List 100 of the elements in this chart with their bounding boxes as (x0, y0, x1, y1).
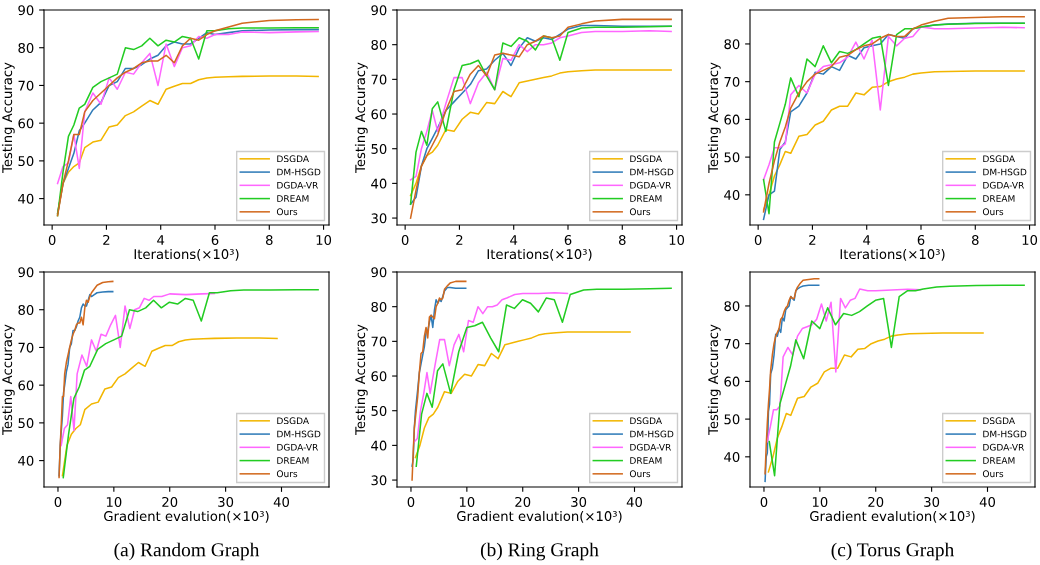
legend-label: DM-HSGD (630, 168, 674, 176)
y-tick-label: 40 (724, 452, 740, 463)
x-tick-label: 0 (48, 234, 56, 245)
line-series (62, 288, 319, 479)
legend-label: DSGDA (983, 155, 1015, 163)
x-axis-title: Iterations(×10³) (134, 248, 239, 261)
y-tick-label: 40 (18, 193, 34, 204)
line-series (767, 332, 984, 473)
x-tick-label: 10 (316, 234, 332, 245)
legend-label: Ours (276, 208, 298, 216)
x-axis-title: Iterations(×10³) (487, 248, 592, 261)
x-tick-label: 10 (669, 234, 685, 245)
legend-label: DREAM (630, 195, 662, 202)
x-tick-label: 30 (218, 496, 234, 507)
y-tick-label: 50 (18, 156, 34, 167)
y-tick-label: 90 (371, 267, 387, 278)
x-tick-label: 4 (863, 235, 871, 245)
line-series (409, 69, 672, 197)
legend-label: Ours (629, 208, 651, 216)
legend-label: DREAM (277, 195, 309, 202)
x-tick-label: 40 (626, 496, 643, 507)
y-tick-label: 90 (18, 267, 34, 278)
legend-label: Ours (982, 470, 1004, 478)
legend-label: DM-HSGD (983, 168, 1027, 176)
y-axis-title: Testing Accuracy (707, 324, 721, 435)
x-tick-label: 20 (868, 496, 884, 507)
x-tick-label: 4 (510, 235, 518, 245)
y-tick-label: 80 (18, 304, 34, 315)
legend-label: Ours (276, 470, 298, 478)
x-tick-label: 20 (162, 496, 178, 507)
y-axis-title: Testing Accuracy (1, 62, 15, 173)
legend-label: DGDA-VR (983, 181, 1025, 189)
x-tick-label: 8 (971, 234, 979, 245)
y-tick-label: 70 (724, 338, 740, 349)
y-tick-label: 80 (371, 39, 387, 50)
x-tick-label: 2 (103, 234, 110, 245)
y-axis-title: Testing Accuracy (354, 324, 368, 435)
line-series (413, 292, 569, 443)
line-series (414, 331, 631, 459)
x-tick-label: 6 (564, 234, 572, 245)
x-tick-label: 40 (979, 496, 996, 507)
x-tick-label: 8 (618, 234, 626, 245)
x-tick-label: 0 (407, 496, 415, 507)
text: (c) Torus Graph (831, 542, 955, 561)
y-axis-title: Testing Accuracy (707, 62, 721, 173)
y-tick-label: 60 (371, 109, 387, 120)
x-tick-label: 8 (265, 234, 273, 245)
y-tick-label: 60 (371, 371, 387, 382)
legend-label: DM-HSGD (983, 430, 1027, 438)
y-tick-label: 80 (724, 301, 740, 312)
y-tick-label: 40 (371, 178, 387, 189)
y-tick-label: 80 (724, 39, 740, 50)
y-axis-title: Testing Accuracy (1, 324, 15, 435)
legend-label: DSGDA (983, 417, 1015, 425)
legend-label: DREAM (983, 195, 1015, 202)
legend-label: Ours (629, 470, 651, 478)
line-series (409, 30, 672, 181)
y-tick-label: 30 (371, 213, 387, 224)
legend-label: DGDA-VR (630, 443, 672, 451)
y-tick-label: 50 (371, 143, 387, 154)
line-series (61, 337, 278, 477)
x-axis-title: Iterations(×10³) (840, 248, 945, 261)
y-tick-label: 80 (18, 42, 34, 53)
line-series (762, 26, 1025, 181)
x-tick-label: 6 (211, 234, 219, 245)
legend-label: DREAM (983, 457, 1015, 464)
legend-label: DSGDA (277, 417, 309, 425)
x-tick-label: 0 (754, 234, 762, 245)
x-tick-label: 30 (924, 496, 940, 507)
y-tick-label: 70 (18, 80, 34, 91)
line-series (415, 287, 672, 467)
legend-label: DSGDA (630, 155, 662, 163)
y-tick-label: 80 (371, 301, 387, 312)
legend-label: Ours (982, 208, 1004, 216)
x-tick-label: 20 (515, 496, 531, 507)
text: (a) Random Graph (114, 542, 260, 561)
y-axis-title: Testing Accuracy (354, 62, 368, 173)
y-tick-label: 70 (724, 76, 740, 87)
legend-label: DGDA-VR (983, 443, 1025, 451)
legend-label: DM-HSGD (277, 430, 321, 438)
line-series (768, 284, 1025, 477)
legend-label: DREAM (630, 457, 662, 464)
x-tick-label: 10 (812, 496, 828, 507)
legend-label: DM-HSGD (630, 430, 674, 438)
legend-label: DGDA-VR (630, 181, 672, 189)
y-tick-label: 90 (18, 5, 34, 16)
y-tick-label: 70 (371, 74, 387, 85)
y-tick-label: 40 (18, 455, 34, 466)
y-tick-label: 70 (18, 342, 34, 353)
y-tick-label: 90 (371, 5, 387, 16)
text: (b) Ring Graph (480, 542, 599, 561)
x-tick-label: 40 (273, 496, 290, 507)
x-tick-label: 10 (459, 496, 475, 507)
x-tick-label: 0 (760, 496, 768, 507)
x-tick-label: 6 (917, 234, 925, 245)
x-tick-label: 0 (54, 496, 62, 507)
y-tick-label: 30 (371, 475, 387, 486)
x-tick-label: 2 (809, 234, 816, 245)
y-tick-label: 40 (371, 440, 387, 451)
y-tick-label: 60 (18, 118, 34, 129)
